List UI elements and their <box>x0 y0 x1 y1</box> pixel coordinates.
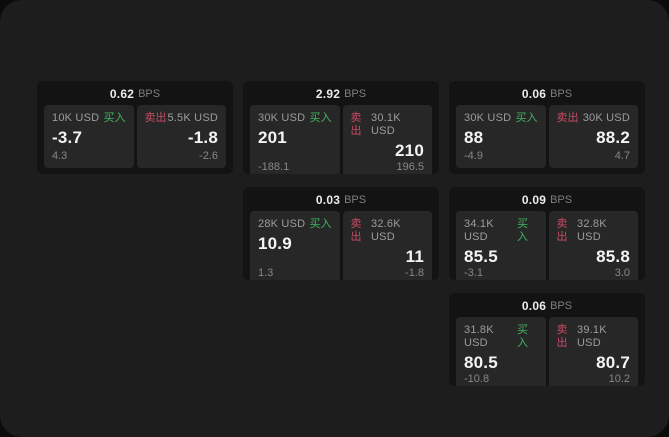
bps-value: 2.92 <box>315 87 341 101</box>
sell-amount-label: 32.6K USD <box>371 218 401 243</box>
sell-delta: 3.0 <box>614 267 630 279</box>
bps-unit-label: BPS <box>344 88 367 100</box>
buy-tile[interactable]: 30K USD 买入 201 -188.1 <box>250 105 340 174</box>
card-header: 0.62 BPS <box>37 81 233 104</box>
sell-tile[interactable]: 卖出 32.8K USD 85.8 3.0 <box>548 211 638 280</box>
bps-value: 0.03 <box>315 193 341 207</box>
buy-side-label: 买入 <box>515 112 538 124</box>
quote-card: 0.03 BPS 28K USD 买入 10.9 1.3 卖出 32.6K US… <box>243 187 439 280</box>
sell-amount-label: 5.5K USD <box>167 112 218 124</box>
sell-side-label: 卖出 <box>556 324 568 349</box>
sell-price: -1.8 <box>187 128 218 147</box>
buy-tile[interactable]: 28K USD 买入 10.9 1.3 <box>250 211 340 280</box>
buy-amount-label: 30K USD <box>258 112 306 124</box>
buy-delta: -10.8 <box>464 373 490 385</box>
buy-tile[interactable]: 30K USD 买入 88 -4.9 <box>456 105 546 168</box>
bps-value: 0.09 <box>521 193 547 207</box>
buy-delta: -188.1 <box>258 161 290 173</box>
buy-side-label: 买入 <box>516 218 528 243</box>
buy-delta: 1.3 <box>258 267 274 279</box>
sell-amount-label: 30.1K USD <box>371 112 401 137</box>
buy-amount-label: 31.8K USD <box>464 324 494 349</box>
sell-amount-label: 32.8K USD <box>577 218 607 243</box>
sell-delta: -1.8 <box>405 267 424 279</box>
sell-price: 88.2 <box>596 128 630 147</box>
buy-amount-label: 30K USD <box>464 112 512 124</box>
buy-price: -3.7 <box>52 128 83 147</box>
buy-side-label: 买入 <box>309 218 332 230</box>
sell-tile[interactable]: 卖出 39.1K USD 80.7 10.2 <box>548 317 638 386</box>
sell-side-label: 卖出 <box>556 218 568 243</box>
quote-card: 2.92 BPS 30K USD 买入 201 -188.1 卖出 30.1K … <box>243 81 439 174</box>
sell-side-label: 卖出 <box>144 112 167 124</box>
card-header: 0.09 BPS <box>449 187 645 210</box>
buy-side-label: 买入 <box>103 112 126 124</box>
buy-tile[interactable]: 31.8K USD 买入 80.5 -10.8 <box>456 317 546 386</box>
sell-side-label: 卖出 <box>350 112 362 137</box>
buy-price: 88 <box>464 128 484 147</box>
sell-price: 210 <box>395 141 424 160</box>
sell-tile[interactable]: 卖出 32.6K USD 11 -1.8 <box>342 211 432 280</box>
sell-tile[interactable]: 卖出 30K USD 88.2 4.7 <box>548 105 638 168</box>
buy-delta: -3.1 <box>464 267 483 279</box>
card-header: 2.92 BPS <box>243 81 439 104</box>
card-header: 0.03 BPS <box>243 187 439 210</box>
sell-side-label: 卖出 <box>556 112 579 124</box>
quote-card: 0.62 BPS 10K USD 买入 -3.7 4.3 卖出 5.5K USD <box>37 81 233 174</box>
buy-delta: -4.9 <box>464 150 483 162</box>
sell-price: 85.8 <box>596 247 630 266</box>
buy-amount-label: 34.1K USD <box>464 218 494 243</box>
buy-price: 85.5 <box>464 247 498 266</box>
card-body: 30K USD 买入 88 -4.9 卖出 30K USD 88.2 4.7 <box>449 104 645 174</box>
buy-delta: 4.3 <box>52 150 68 162</box>
bps-unit-label: BPS <box>550 194 573 206</box>
sell-delta: 4.7 <box>614 150 630 162</box>
buy-price: 10.9 <box>258 234 292 253</box>
card-body: 31.8K USD 买入 80.5 -10.8 卖出 39.1K USD 80.… <box>449 316 645 386</box>
sell-amount-label: 30K USD <box>582 112 630 124</box>
sell-amount-label: 39.1K USD <box>577 324 607 349</box>
bps-unit-label: BPS <box>550 300 573 312</box>
sell-side-label: 卖出 <box>350 218 362 243</box>
card-body: 10K USD 买入 -3.7 4.3 卖出 5.5K USD -1.8 -2.… <box>37 104 233 174</box>
quote-card: 0.06 BPS 31.8K USD 买入 80.5 -10.8 卖出 39.1… <box>449 293 645 386</box>
quote-card: 0.06 BPS 30K USD 买入 88 -4.9 卖出 30K USD <box>449 81 645 174</box>
sell-price: 11 <box>405 247 424 266</box>
buy-side-label: 买入 <box>516 324 528 349</box>
buy-tile[interactable]: 10K USD 买入 -3.7 4.3 <box>44 105 134 168</box>
buy-amount-label: 10K USD <box>52 112 100 124</box>
bps-unit-label: BPS <box>344 194 367 206</box>
card-body: 30K USD 买入 201 -188.1 卖出 30.1K USD 210 1… <box>243 104 439 174</box>
buy-side-label: 买入 <box>309 112 332 124</box>
bps-value: 0.06 <box>521 299 547 313</box>
sell-delta: 196.5 <box>396 161 424 173</box>
sell-price: 80.7 <box>596 353 630 372</box>
sell-delta: -2.6 <box>199 150 218 162</box>
buy-amount-label: 28K USD <box>258 218 306 230</box>
card-body: 28K USD 买入 10.9 1.3 卖出 32.6K USD 11 -1.8 <box>243 210 439 280</box>
card-header: 0.06 BPS <box>449 81 645 104</box>
buy-price: 80.5 <box>464 353 498 372</box>
buy-tile[interactable]: 34.1K USD 买入 85.5 -3.1 <box>456 211 546 280</box>
bps-unit-label: BPS <box>138 88 161 100</box>
sell-tile[interactable]: 卖出 30.1K USD 210 196.5 <box>342 105 432 174</box>
bps-value: 0.06 <box>521 87 547 101</box>
bps-value: 0.62 <box>109 87 135 101</box>
bps-unit-label: BPS <box>550 88 573 100</box>
quote-card: 0.09 BPS 34.1K USD 买入 85.5 -3.1 卖出 32.8K… <box>449 187 645 280</box>
card-body: 34.1K USD 买入 85.5 -3.1 卖出 32.8K USD 85.8… <box>449 210 645 280</box>
quote-cards-grid: 0.62 BPS 10K USD 买入 -3.7 4.3 卖出 5.5K USD <box>37 81 645 386</box>
sell-tile[interactable]: 卖出 5.5K USD -1.8 -2.6 <box>136 105 226 168</box>
buy-price: 201 <box>258 128 287 147</box>
card-header: 0.06 BPS <box>449 293 645 316</box>
sell-delta: 10.2 <box>608 373 630 385</box>
